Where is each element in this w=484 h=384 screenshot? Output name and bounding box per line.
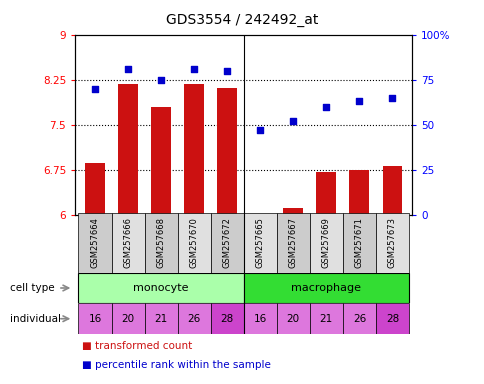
Point — [190, 66, 197, 72]
Text: GSM257666: GSM257666 — [123, 217, 132, 268]
Text: GSM257667: GSM257667 — [288, 217, 297, 268]
Bar — [375, 303, 408, 334]
Text: GSM257670: GSM257670 — [189, 217, 198, 268]
Text: GDS3554 / 242492_at: GDS3554 / 242492_at — [166, 13, 318, 27]
Bar — [382, 166, 402, 215]
Bar — [243, 303, 276, 334]
Text: 21: 21 — [319, 314, 333, 324]
Point — [289, 118, 297, 124]
Bar — [210, 303, 243, 334]
Bar — [309, 303, 342, 334]
Text: ■ transformed count: ■ transformed count — [82, 341, 192, 351]
Bar — [78, 213, 111, 273]
Text: 28: 28 — [385, 314, 398, 324]
Bar — [276, 303, 309, 334]
Text: 21: 21 — [154, 314, 167, 324]
Text: GSM257665: GSM257665 — [255, 217, 264, 268]
Bar — [342, 303, 375, 334]
Bar — [283, 208, 302, 215]
Text: monocyte: monocyte — [133, 283, 188, 293]
Bar — [78, 303, 111, 334]
Bar — [151, 107, 171, 215]
Bar — [342, 213, 375, 273]
Text: GSM257672: GSM257672 — [222, 217, 231, 268]
Point — [322, 104, 330, 110]
Bar — [78, 273, 243, 303]
Text: 26: 26 — [352, 314, 365, 324]
Bar — [144, 213, 177, 273]
Text: 16: 16 — [253, 314, 266, 324]
Text: 20: 20 — [121, 314, 135, 324]
Bar — [243, 273, 408, 303]
Point — [355, 98, 363, 104]
Point — [157, 77, 165, 83]
Bar — [177, 213, 210, 273]
Text: GSM257669: GSM257669 — [321, 217, 330, 268]
Bar — [177, 303, 210, 334]
Text: individual: individual — [10, 314, 60, 324]
Text: GSM257668: GSM257668 — [156, 217, 165, 268]
Point — [388, 95, 395, 101]
Bar — [243, 213, 276, 273]
Bar — [111, 213, 144, 273]
Bar — [144, 303, 177, 334]
Text: ■ percentile rank within the sample: ■ percentile rank within the sample — [82, 360, 271, 370]
Point — [256, 127, 264, 133]
Bar — [276, 213, 309, 273]
Text: GSM257664: GSM257664 — [91, 217, 99, 268]
Point — [124, 66, 132, 72]
Text: 28: 28 — [220, 314, 233, 324]
Text: cell type: cell type — [10, 283, 54, 293]
Bar — [349, 170, 368, 215]
Text: 20: 20 — [286, 314, 299, 324]
Point — [91, 86, 99, 92]
Text: macrophage: macrophage — [291, 283, 361, 293]
Point — [223, 68, 230, 74]
Bar — [184, 84, 204, 215]
Bar — [316, 172, 335, 215]
Bar — [375, 213, 408, 273]
Text: GSM257673: GSM257673 — [387, 217, 396, 268]
Bar — [250, 214, 270, 215]
Text: 16: 16 — [88, 314, 102, 324]
Bar — [309, 213, 342, 273]
Text: GSM257671: GSM257671 — [354, 217, 363, 268]
Text: 26: 26 — [187, 314, 200, 324]
Bar — [111, 303, 144, 334]
Bar — [118, 84, 137, 215]
Bar — [85, 163, 105, 215]
Bar — [217, 88, 237, 215]
Bar — [210, 213, 243, 273]
